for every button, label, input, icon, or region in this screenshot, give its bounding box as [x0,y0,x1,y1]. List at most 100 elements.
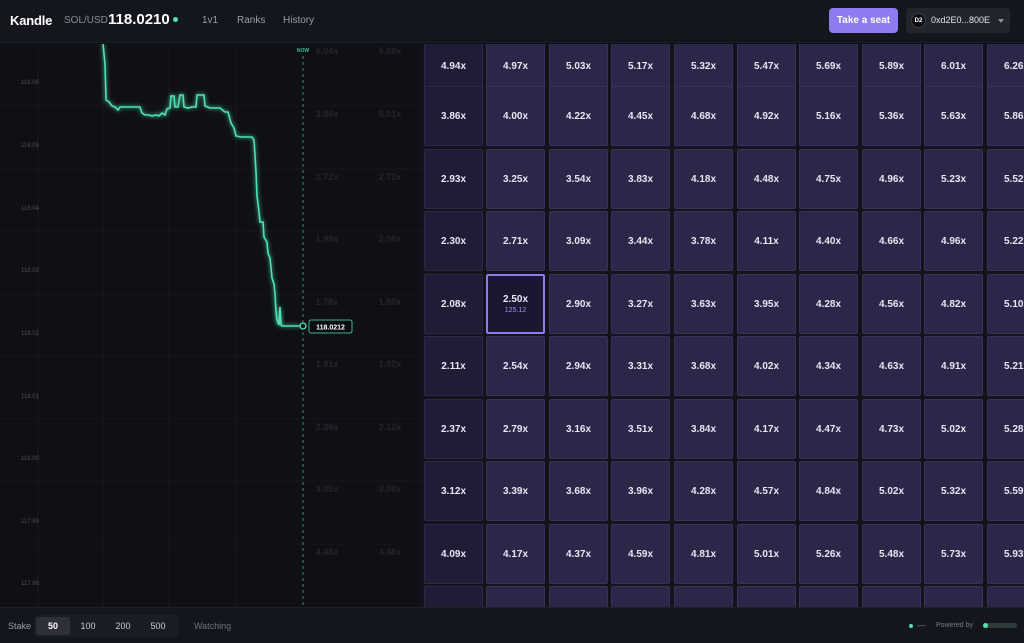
multiplier-cell[interactable]: 2.71x [486,211,545,271]
nav-1v1[interactable]: 1v1 [202,15,219,26]
multiplier-cell[interactable]: 4.17x [486,524,545,584]
multiplier-cell[interactable]: 4.96x [924,211,983,271]
multiplier-cell[interactable]: 5.10x [987,274,1024,334]
multiplier-cell[interactable] [924,586,983,607]
multiplier-cell[interactable]: 3.16x [549,399,608,459]
multiplier-cell[interactable]: 3.86x [424,86,483,146]
multiplier-cell[interactable]: 4.56x [862,274,921,334]
multiplier-cell[interactable]: 4.96x [862,149,921,209]
multiplier-cell[interactable]: 4.37x [549,524,608,584]
multiplier-cell[interactable]: 5.21x [987,336,1024,396]
multiplier-cell[interactable]: 3.31x [611,336,670,396]
multiplier-cell[interactable]: 5.48x [862,524,921,584]
multiplier-cell[interactable]: 5.28x [987,399,1024,459]
multiplier-cell[interactable] [611,586,670,607]
multiplier-cell[interactable]: 4.28x [674,461,733,521]
multiplier-cell[interactable]: 4.63x [862,336,921,396]
multiplier-cell[interactable]: 3.83x [611,149,670,209]
multiplier-cell[interactable]: 3.84x [674,399,733,459]
multiplier-cell[interactable]: 2.30x [424,211,483,271]
multiplier-cell[interactable] [737,586,796,607]
multiplier-cell[interactable]: 5.16x [799,86,858,146]
multiplier-cell[interactable]: 4.40x [799,211,858,271]
multiplier-cell[interactable]: 2.94x [549,336,608,396]
nav-history[interactable]: History [283,15,315,26]
multiplier-cell[interactable]: 4.73x [862,399,921,459]
multiplier-cell[interactable]: 5.23x [924,149,983,209]
multiplier-cell[interactable]: 5.26x [799,524,858,584]
multiplier-cell[interactable]: 4.00x [486,86,545,146]
price-chart[interactable]: 118.06 118.05 118.04 118.03 118.02 118.01 118.… [0,44,421,607]
multiplier-cell[interactable] [987,586,1024,607]
multiplier-cell[interactable]: 4.92x [737,86,796,146]
multiplier-cell[interactable]: 4.17x [737,399,796,459]
multiplier-cell[interactable]: 5.52x [987,149,1024,209]
multiplier-cell[interactable]: 4.84x [799,461,858,521]
multiplier-cell[interactable]: 4.59x [611,524,670,584]
multiplier-cell[interactable] [674,586,733,607]
kandle-logo[interactable]: Kandle [10,13,53,28]
multiplier-cell[interactable]: 4.82x [924,274,983,334]
nav-ranks[interactable]: Ranks [237,15,266,26]
multiplier-cell[interactable]: 3.12x [424,461,483,521]
stake-option-500[interactable]: 500 [150,621,166,631]
multiplier-cell[interactable]: 4.66x [862,211,921,271]
multiplier-cell[interactable]: 5.32x [924,461,983,521]
multiplier-cell[interactable]: 5.02x [924,399,983,459]
multiplier-cell[interactable]: 5.36x [862,86,921,146]
multiplier-cell[interactable]: 3.44x [611,211,670,271]
multiplier-cell[interactable] [486,586,545,607]
multiplier-cell[interactable]: 3.68x [674,336,733,396]
multiplier-cell[interactable]: 3.96x [611,461,670,521]
multiplier-cell[interactable] [549,586,608,607]
multiplier-cell[interactable]: 4.91x [924,336,983,396]
multiplier-cell[interactable]: 3.68x [549,461,608,521]
multiplier-cell[interactable]: 3.78x [674,211,733,271]
multiplier-cell[interactable]: 5.86x [987,86,1024,146]
multiplier-cell[interactable]: 4.02x [737,336,796,396]
multiplier-cell[interactable]: 3.63x [674,274,733,334]
multiplier-cell[interactable]: 2.08x [424,274,483,334]
multiplier-cell[interactable]: 5.63x [924,86,983,146]
multiplier-cell[interactable]: 3.25x [486,149,545,209]
multiplier-cell[interactable]: 3.09x [549,211,608,271]
multiplier-cell[interactable]: 2.50x 125.12 [486,274,545,334]
stake-option-100[interactable]: 100 [80,621,96,631]
multiplier-cell[interactable]: 3.27x [611,274,670,334]
wallet-button[interactable]: D2 0xd2E0...800E [906,8,1010,33]
multiplier-cell[interactable]: 4.18x [674,149,733,209]
multiplier-cell[interactable]: 4.45x [611,86,670,146]
multiplier-cell[interactable]: 4.34x [799,336,858,396]
multiplier-cell[interactable]: 4.48x [737,149,796,209]
multiplier-cell[interactable]: 3.54x [549,149,608,209]
multiplier-cell[interactable]: 4.68x [674,86,733,146]
multiplier-cell[interactable]: 5.01x [737,524,796,584]
multiplier-cell[interactable]: 2.93x [424,149,483,209]
partner-logo-icon[interactable] [983,623,1017,628]
multiplier-cell[interactable]: 5.22x [987,211,1024,271]
multiplier-cell[interactable] [424,586,483,607]
multiplier-cell[interactable]: 4.11x [737,211,796,271]
multiplier-cell[interactable]: 5.59x [987,461,1024,521]
multiplier-cell[interactable]: 2.37x [424,399,483,459]
multiplier-cell[interactable]: 4.09x [424,524,483,584]
multiplier-cell[interactable]: 3.39x [486,461,545,521]
multiplier-cell[interactable]: 4.47x [799,399,858,459]
multiplier-cell[interactable]: 2.79x [486,399,545,459]
multiplier-cell[interactable]: 4.81x [674,524,733,584]
multiplier-cell[interactable]: 2.11x [424,336,483,396]
stake-option-200[interactable]: 200 [115,621,131,631]
multiplier-cell[interactable]: 4.57x [737,461,796,521]
multiplier-cell[interactable]: 5.93x [987,524,1024,584]
multiplier-cell[interactable]: 4.28x [799,274,858,334]
multiplier-cell[interactable]: 3.95x [737,274,796,334]
multiplier-cell[interactable] [862,586,921,607]
multiplier-cell[interactable]: 4.75x [799,149,858,209]
multiplier-cell[interactable]: 4.22x [549,86,608,146]
multiplier-cell[interactable]: 5.02x [862,461,921,521]
stake-option-50[interactable]: 50 [36,617,70,635]
multiplier-cell[interactable]: 2.54x [486,336,545,396]
take-a-seat-button[interactable]: Take a seat [829,8,898,33]
multiplier-cell[interactable]: 3.51x [611,399,670,459]
multiplier-cell[interactable] [799,586,858,607]
